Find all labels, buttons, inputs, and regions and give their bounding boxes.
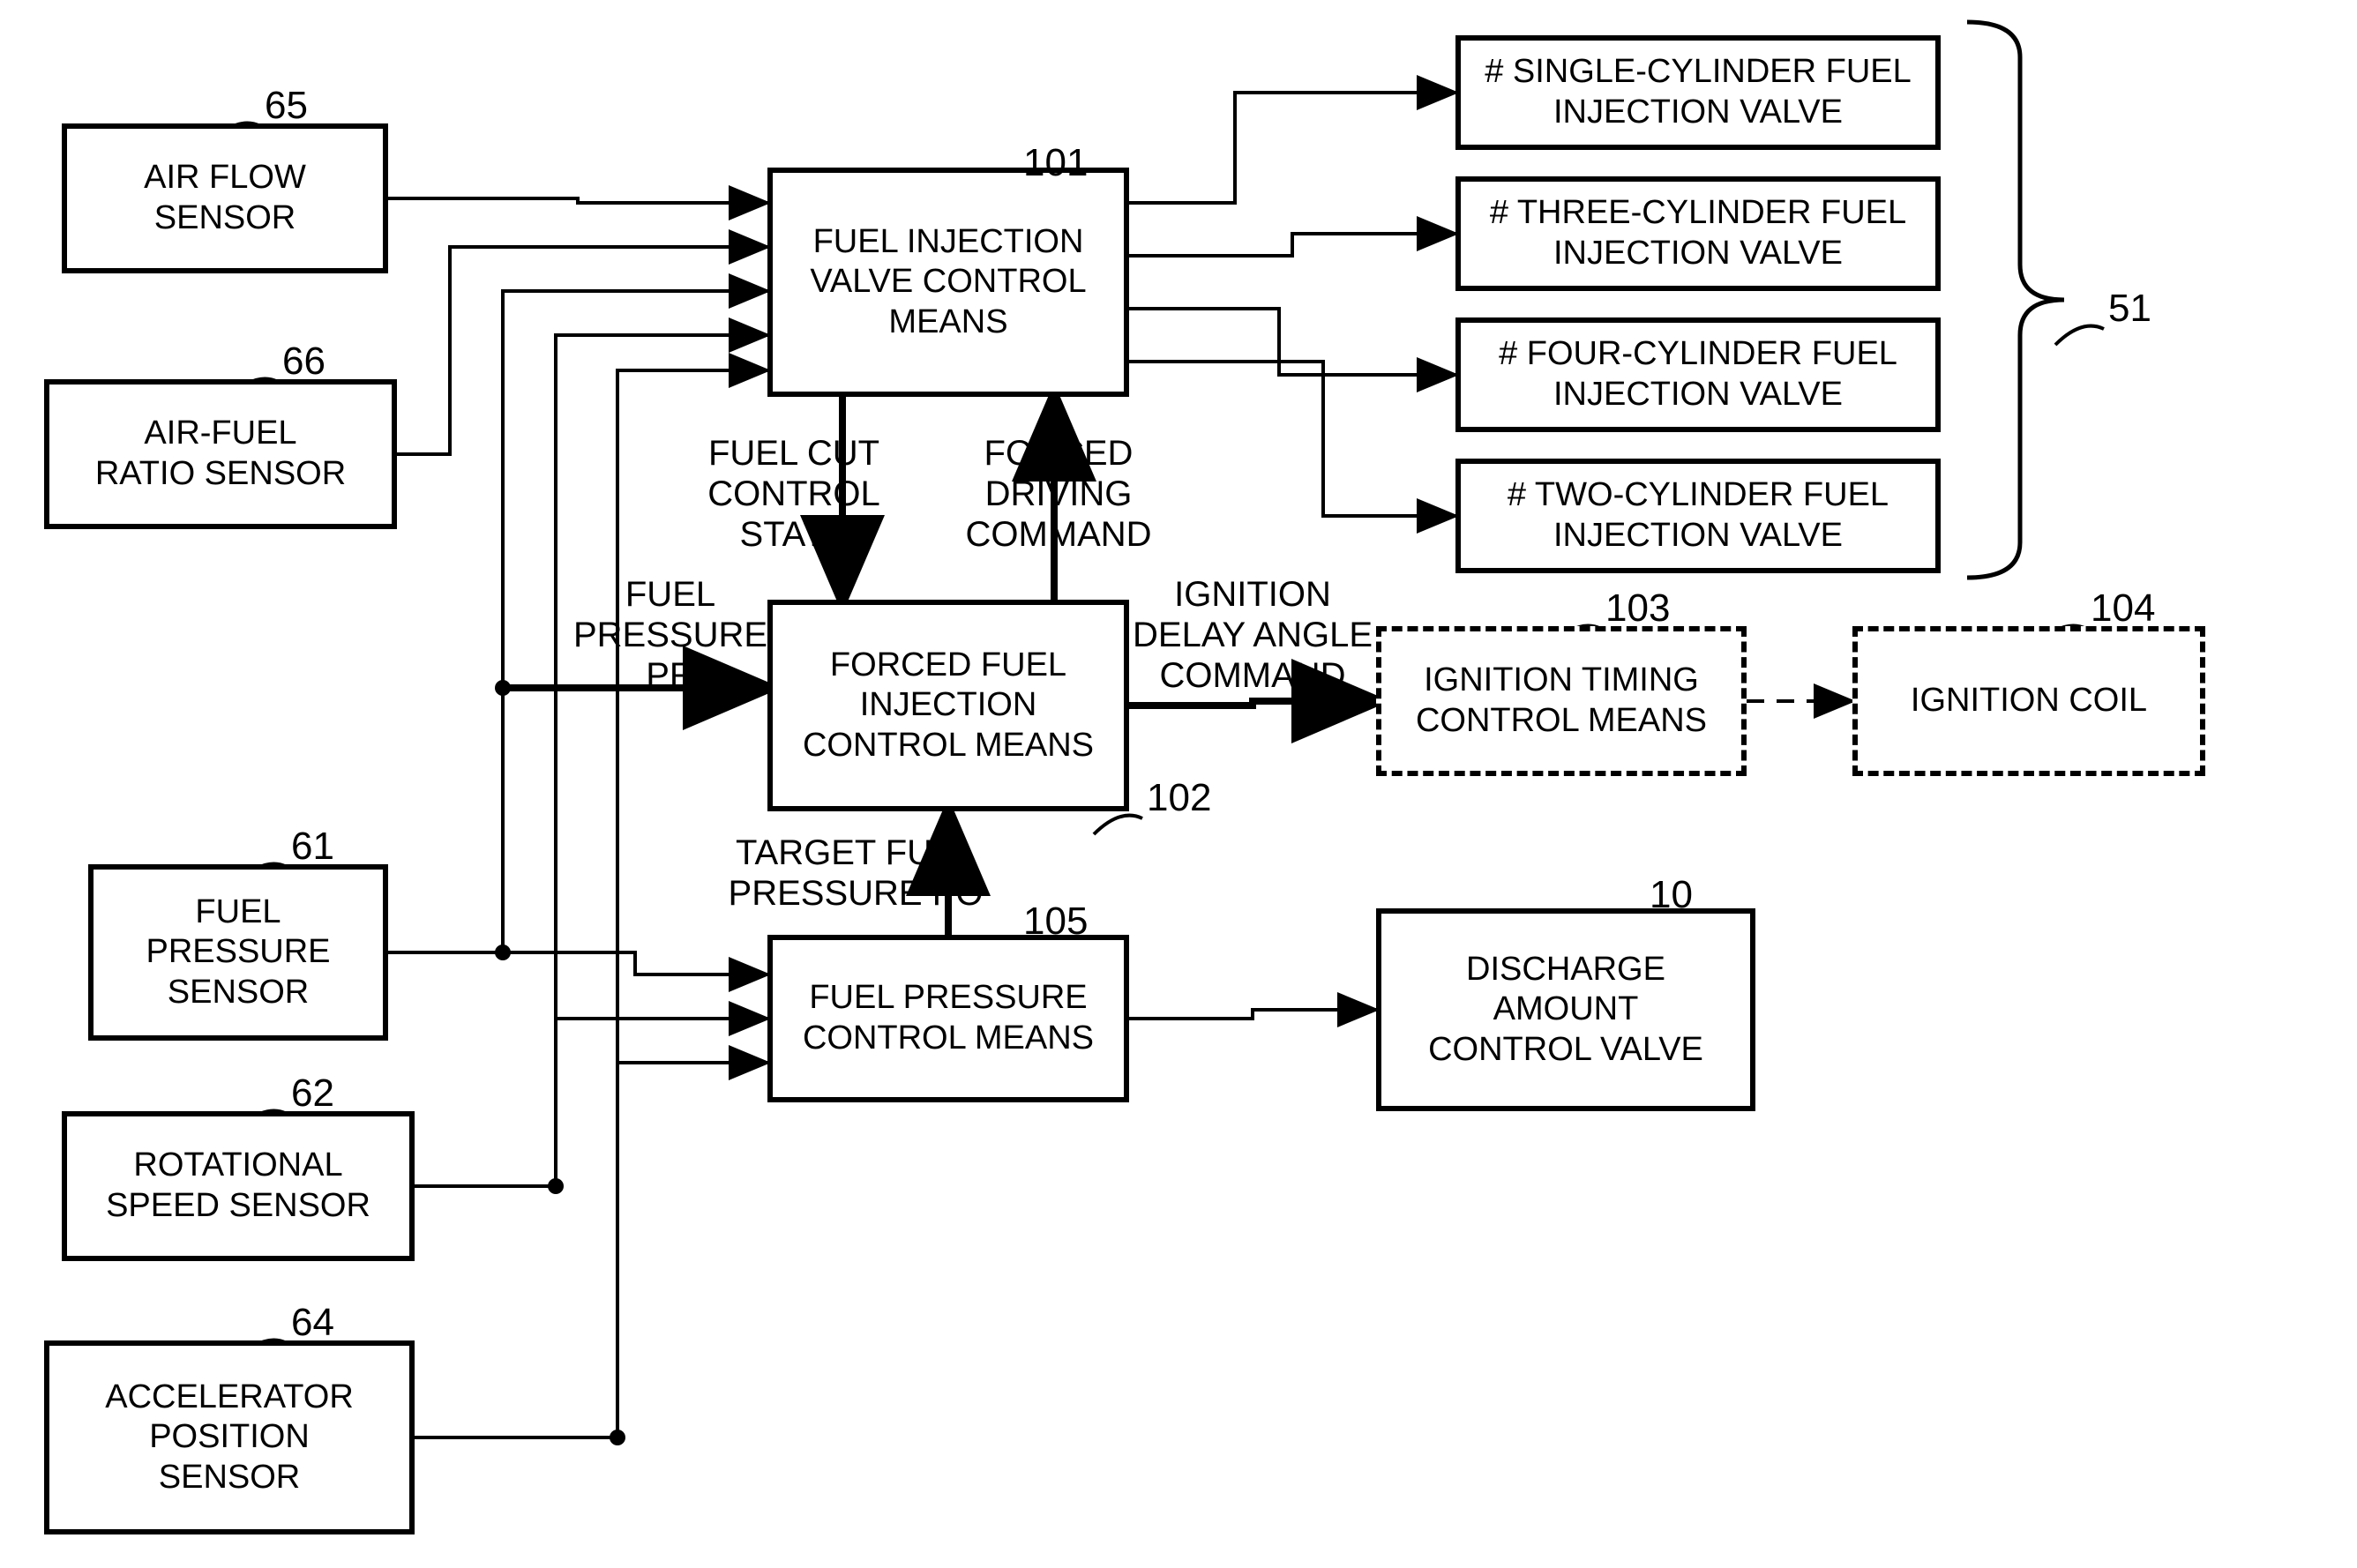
box-ignition_coil: IGNITION COIL bbox=[1852, 626, 2205, 776]
box-fuel_pressure_sensor: FUEL PRESSURE SENSOR bbox=[88, 864, 388, 1041]
id-label-10: 10 bbox=[1650, 873, 1693, 917]
id-label-64: 64 bbox=[291, 1301, 334, 1345]
signal-label-fuel_pressure_pr: FUEL PRESSURE PR bbox=[573, 574, 767, 696]
id-label-102: 102 bbox=[1147, 776, 1211, 820]
id-label-66: 66 bbox=[282, 340, 325, 384]
id-label-62: 62 bbox=[291, 1071, 334, 1116]
box-fuel_pressure_ctrl: FUEL PRESSURE CONTROL MEANS bbox=[767, 935, 1129, 1102]
box-air_flow_sensor: AIR FLOW SENSOR bbox=[62, 123, 388, 273]
signal-label-fuel_cut_state: FUEL CUT CONTROL STATE bbox=[707, 433, 880, 555]
signal-label-ignition_delay_cmd: IGNITION DELAY ANGLE COMMAND bbox=[1133, 574, 1373, 696]
id-label-104: 104 bbox=[2091, 586, 2155, 631]
box-cyl_single: # SINGLE-CYLINDER FUEL INJECTION VALVE bbox=[1455, 35, 1941, 150]
box-cyl_four: # FOUR-CYLINDER FUEL INJECTION VALVE bbox=[1455, 317, 1941, 432]
id-label-103: 103 bbox=[1605, 586, 1670, 631]
id-label-51: 51 bbox=[2108, 287, 2151, 331]
diagram-stage: AIR FLOW SENSOR AIR-FUEL RATIO SENSOR FUEL… bbox=[0, 0, 2357, 1568]
signal-label-forced_driving_cmd: FORCED DRIVING COMMAND bbox=[965, 433, 1151, 555]
box-accel_pos_sensor: ACCELERATOR POSITION SENSOR bbox=[44, 1340, 415, 1534]
box-air_fuel_ratio_sensor: AIR-FUEL RATIO SENSOR bbox=[44, 379, 397, 529]
box-forced_fuel_inj_ctrl: FORCED FUEL INJECTION CONTROL MEANS bbox=[767, 600, 1129, 811]
id-label-61: 61 bbox=[291, 825, 334, 869]
id-label-105: 105 bbox=[1023, 900, 1088, 944]
box-rotational_speed: ROTATIONAL SPEED SENSOR bbox=[62, 1111, 415, 1261]
box-cyl_two: # TWO-CYLINDER FUEL INJECTION VALVE bbox=[1455, 459, 1941, 573]
box-ignition_timing_ctrl: IGNITION TIMING CONTROL MEANS bbox=[1376, 626, 1747, 776]
signal-label-target_fuel_pressure: TARGET FUEL PRESSURE PO bbox=[729, 833, 984, 914]
box-fuel_inj_valve_ctrl: FUEL INJECTION VALVE CONTROL MEANS bbox=[767, 168, 1129, 397]
box-discharge_amount: DISCHARGE AMOUNT CONTROL VALVE bbox=[1376, 908, 1755, 1111]
box-cyl_three: # THREE-CYLINDER FUEL INJECTION VALVE bbox=[1455, 176, 1941, 291]
id-label-65: 65 bbox=[265, 84, 308, 128]
id-label-101: 101 bbox=[1023, 141, 1088, 185]
